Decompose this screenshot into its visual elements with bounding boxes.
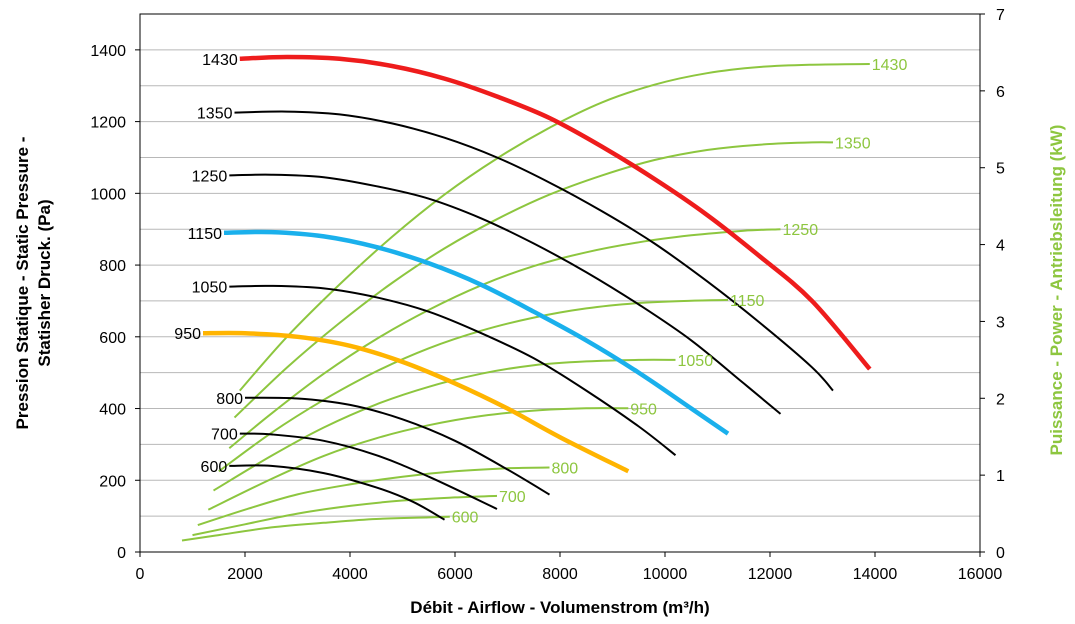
power-curve-label: 950 xyxy=(630,401,657,418)
y-tick-label: 1400 xyxy=(90,43,126,60)
x-tick-label: 14000 xyxy=(853,566,898,583)
x-axis-title: Débit - Airflow - Volumenstrom (m³/h) xyxy=(410,598,709,617)
y-tick-label: 800 xyxy=(99,258,126,275)
pressure-curve-label: 1350 xyxy=(197,106,233,123)
y-tick-label: 200 xyxy=(99,473,126,490)
y2-tick-label: 7 xyxy=(996,7,1005,24)
y-axis-title-line1: Pression Statique - Static Pressure - xyxy=(13,137,32,430)
axes: 0 2000 4000 6000 8000 10000 12000 14000 16000020… xyxy=(90,7,1005,583)
power-curve-1350 xyxy=(233,141,834,419)
curves xyxy=(181,54,872,542)
power-curve-950 xyxy=(207,407,629,511)
curve-labels: 600 700 800 950 1050 1150 1250 1350 1430 600 700 80… xyxy=(174,52,907,527)
y-tick-label: 1000 xyxy=(90,186,126,203)
power-curve-1430 xyxy=(239,63,870,392)
pressure-curve-label: 1430 xyxy=(202,52,238,69)
x-tick-label: 2000 xyxy=(227,566,263,583)
y2-tick-label: 6 xyxy=(996,84,1005,101)
pressure-curve-label: 1250 xyxy=(192,168,228,185)
power-curve-label: 1050 xyxy=(678,353,714,370)
power-curve-label: 1430 xyxy=(872,57,908,74)
pressure-curve-800 xyxy=(244,396,551,496)
pressure-curve-label: 800 xyxy=(216,391,243,408)
pressure-curve-label: 950 xyxy=(174,326,201,343)
y2-tick-label: 5 xyxy=(996,161,1005,178)
power-curve-1250 xyxy=(228,228,781,449)
x-tick-label: 6000 xyxy=(437,566,473,583)
x-tick-label: 12000 xyxy=(748,566,793,583)
y-tick-label: 600 xyxy=(99,330,126,347)
y2-tick-label: 3 xyxy=(996,314,1005,331)
pressure-curve-label: 1050 xyxy=(192,280,228,297)
y-tick-label: 0 xyxy=(117,545,126,562)
power-curve-1150 xyxy=(218,298,729,473)
y-tick-label: 400 xyxy=(99,402,126,419)
pressure-curve-600 xyxy=(229,464,445,521)
x-tick-label: 8000 xyxy=(542,566,578,583)
power-curve-label: 1150 xyxy=(730,293,765,310)
y2-axis-title: Puissance - Power - Antriebsleitung (kW) xyxy=(1047,125,1066,456)
power-curve-700 xyxy=(192,494,498,537)
power-curve-label: 700 xyxy=(499,489,526,506)
pressure-curve-label: 1150 xyxy=(188,226,223,243)
power-curve-label: 800 xyxy=(552,460,579,477)
power-curve-label: 1250 xyxy=(783,222,819,239)
y2-tick-label: 0 xyxy=(996,545,1005,562)
pressure-curve-950 xyxy=(202,330,630,474)
pressure-curve-label: 700 xyxy=(211,427,238,444)
pressure-curve-1050 xyxy=(229,284,677,456)
pressure-curve-700 xyxy=(239,432,498,510)
y2-tick-label: 4 xyxy=(996,238,1005,255)
pressure-curve-label: 600 xyxy=(201,459,228,476)
x-tick-label: 10000 xyxy=(643,566,688,583)
pressure-curve-1350 xyxy=(234,110,834,392)
y2-tick-label: 1 xyxy=(996,468,1005,485)
gridlines xyxy=(140,49,980,517)
power-curve-label: 1350 xyxy=(835,135,871,152)
power-curve-600 xyxy=(181,515,450,542)
y-axis-title-line2: Statisher Druck. (Pa) xyxy=(35,199,54,366)
x-tick-label: 16000 xyxy=(958,566,1003,583)
x-tick-label: 4000 xyxy=(332,566,368,583)
pressure-curve-1250 xyxy=(229,173,782,415)
power-curve-800 xyxy=(197,466,550,527)
power-curve-label: 600 xyxy=(452,510,479,527)
y2-tick-label: 2 xyxy=(996,391,1005,408)
y-tick-label: 1200 xyxy=(90,115,126,132)
x-tick-label: 0 xyxy=(136,566,145,583)
pressure-curve-1150 xyxy=(223,229,730,436)
pressure-curve-1430 xyxy=(239,54,872,371)
